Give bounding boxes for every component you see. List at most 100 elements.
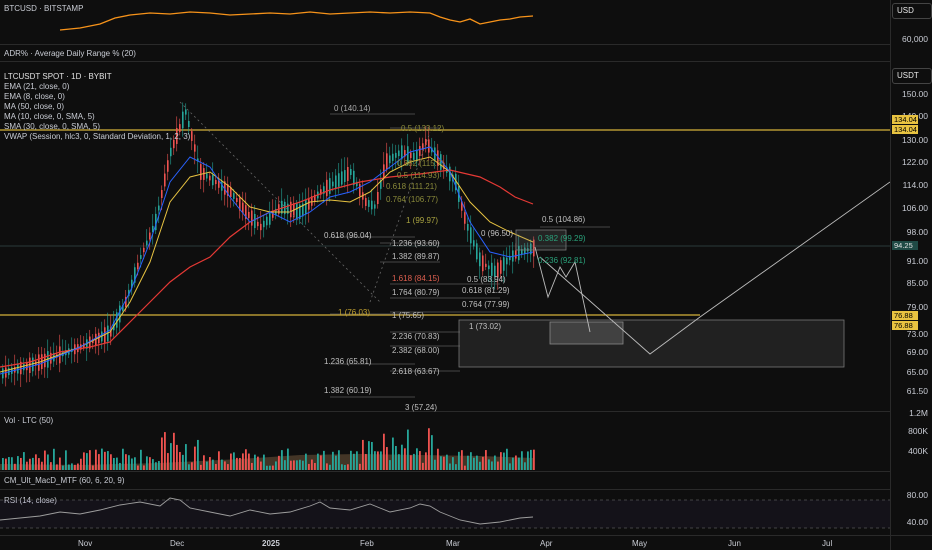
volume-bar [41, 461, 43, 470]
price-tick: 61.50 [906, 386, 928, 396]
candle [389, 155, 391, 164]
candle [284, 201, 286, 215]
time-label: May [632, 539, 648, 548]
volume-pane: Vol · LTC (50) [0, 412, 890, 472]
candle [380, 180, 382, 189]
candle [140, 255, 142, 259]
volume-bar [311, 459, 313, 470]
volume-bar [422, 462, 424, 470]
volume-bar [170, 443, 172, 470]
btc-price-axis[interactable]: USD 60,000 [890, 0, 932, 45]
btc-line-chart [59, 11, 534, 31]
rsi-tick: 80.00 [906, 490, 928, 500]
volume-bar [107, 451, 109, 470]
volume-bar [350, 450, 352, 470]
candle [392, 153, 394, 161]
time-label: Mar [446, 539, 460, 548]
volume-bar [497, 461, 499, 470]
volume-bar [44, 450, 46, 470]
fib-label: 1.236 (93.60) [392, 239, 440, 248]
volume-bar [194, 446, 196, 470]
volume-bar [248, 453, 250, 470]
volume-bar [521, 451, 523, 470]
candle [524, 247, 526, 254]
price-tick: 79.00 [906, 302, 928, 312]
volume-bar [158, 461, 160, 470]
price-tag-support: 76.88 [892, 321, 918, 330]
candle [119, 305, 121, 323]
candle [419, 146, 421, 156]
volume-bar [389, 460, 391, 470]
volume-bar [53, 448, 55, 470]
candle [323, 186, 325, 194]
volume-bar [461, 450, 463, 470]
candle [350, 169, 352, 175]
volume-bar [524, 462, 526, 470]
volume-bar [374, 451, 376, 470]
volume-bar [407, 429, 409, 470]
candle [296, 203, 298, 219]
volume-bar [431, 435, 433, 470]
price-tick: 65.00 [906, 367, 928, 377]
entry-zone [549, 321, 624, 345]
candle [485, 263, 487, 267]
volume-bar [365, 454, 367, 470]
time-label: Jun [728, 539, 741, 548]
candle [521, 249, 523, 255]
volume-bar [533, 449, 535, 470]
current-zone [515, 229, 567, 251]
candle [170, 147, 172, 157]
volume-bar [269, 465, 271, 470]
volume-bar [341, 464, 343, 470]
fib-label: 1 (76.03) [338, 308, 371, 317]
volume-bar [353, 453, 355, 470]
main-price-axis[interactable]: USDT 150.00 140.00 130.00 122.00 114.00 … [890, 62, 932, 412]
main-currency-badge[interactable]: USDT [892, 68, 932, 84]
time-label: Dec [170, 539, 185, 548]
volume-bar [503, 452, 505, 470]
candle [221, 181, 223, 191]
candle [233, 193, 235, 199]
fib-label: 0.5 (133.12) [401, 124, 445, 133]
price-chart [0, 101, 890, 398]
volume-bar [320, 455, 322, 470]
volume-bar [38, 458, 40, 470]
candle [374, 204, 376, 209]
volume-bar [482, 456, 484, 470]
volume-bar [14, 463, 16, 470]
main-price-pane[interactable]: LTCUSDT SPOT · 1D · BYBIT EMA (21, close… [0, 62, 890, 412]
candle [410, 152, 412, 159]
candle [503, 257, 505, 271]
candle [401, 145, 403, 160]
volume-bar [251, 462, 253, 470]
volume-bar [161, 437, 163, 470]
candle [194, 144, 196, 152]
fib-label: 1 (73.02) [469, 322, 502, 331]
fib-label: 2.618 (63.67) [392, 367, 440, 376]
price-tick: 98.00 [906, 227, 928, 237]
btc-currency-badge[interactable]: USD [892, 3, 932, 19]
volume-bar [443, 456, 445, 470]
candle [302, 203, 304, 217]
candle [479, 252, 481, 267]
volume-bar [137, 465, 139, 470]
volume-bar [20, 457, 22, 470]
candle [239, 197, 241, 211]
volume-tick: 800K [908, 426, 928, 436]
time-axis[interactable]: Nov Dec 2025 Feb Mar Apr May Jun Jul [0, 535, 890, 550]
candle [236, 198, 238, 202]
volume-bar [59, 457, 61, 470]
fib-label: 0.618 (96.04) [324, 231, 372, 240]
volume-bar [224, 461, 226, 470]
volume-bar [371, 441, 373, 470]
volume-bar [83, 452, 85, 470]
candle [227, 184, 229, 196]
volume-bar [254, 454, 256, 470]
volume-bar [140, 449, 142, 470]
volume-bar [260, 461, 262, 470]
fib-label: 0.764 (77.99) [462, 300, 510, 309]
volume-bar [50, 462, 52, 470]
candle [245, 205, 247, 219]
candle [158, 205, 160, 211]
volume-bar [401, 444, 403, 470]
